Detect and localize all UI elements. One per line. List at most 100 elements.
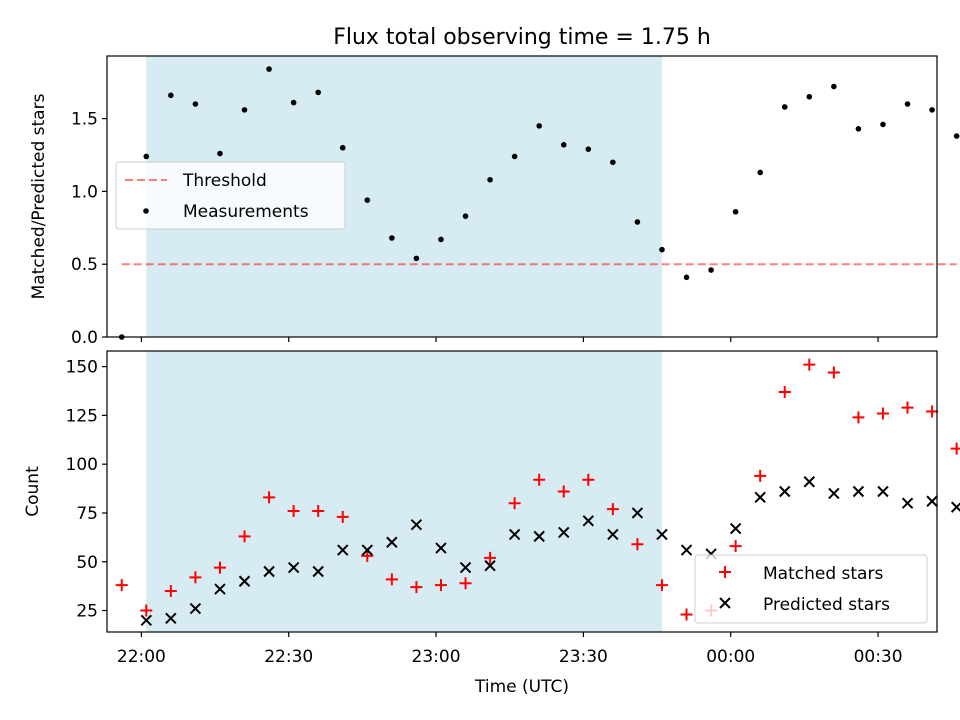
matched-star-point bbox=[778, 385, 791, 398]
predicted-star-point bbox=[165, 612, 177, 625]
x-tick-label: 22:00 bbox=[117, 647, 166, 667]
predicted-star-point bbox=[508, 528, 521, 541]
matched-star-point bbox=[926, 405, 939, 418]
measurement-point bbox=[315, 89, 321, 96]
predicted-star-point bbox=[140, 614, 152, 626]
y-tick-label: 100 bbox=[66, 455, 98, 475]
x-axis-label: Time (UTC) bbox=[474, 677, 569, 697]
x-tick-label: 22:30 bbox=[264, 647, 313, 667]
y-tick-label: 25 bbox=[76, 602, 98, 622]
matched-star-point bbox=[582, 473, 595, 486]
matched-star-point bbox=[852, 411, 865, 424]
predicted-star-point bbox=[533, 530, 545, 543]
matched-star-point bbox=[655, 579, 668, 592]
y-tick-label: 125 bbox=[66, 406, 98, 426]
x-tick-label: 23:30 bbox=[559, 647, 608, 667]
measurement-point bbox=[683, 274, 690, 281]
y-tick-label: 50 bbox=[76, 553, 98, 573]
matched-star-point bbox=[434, 579, 447, 592]
predicted-star-point bbox=[877, 485, 889, 498]
y-tick-label: 0.0 bbox=[71, 328, 98, 348]
measurement-point bbox=[364, 197, 371, 203]
predicted-star-point bbox=[656, 528, 668, 541]
measurement-point bbox=[389, 235, 395, 241]
matched-star-point bbox=[901, 401, 914, 414]
y-tick-label: 1.0 bbox=[71, 182, 98, 202]
bottom-panel: 25 50 75 100 125 150 22:00 22:30 23:00 23:30 00:00… bbox=[23, 350, 960, 667]
measurement-point bbox=[487, 176, 493, 183]
measurement-point bbox=[732, 208, 739, 215]
measurement-point bbox=[855, 125, 862, 132]
matched-star-point bbox=[557, 485, 570, 498]
predicted-star-point bbox=[238, 575, 251, 587]
chart-title: Flux total observing time = 1.75 h bbox=[333, 25, 711, 50]
x-tick-label: 00:00 bbox=[706, 647, 755, 667]
matched-star-point bbox=[361, 549, 374, 562]
predicted-star-point bbox=[361, 544, 374, 556]
bottom-legend-predicted-label: Predicted stars bbox=[763, 595, 890, 615]
predicted-star-point bbox=[926, 495, 938, 507]
measurement-point bbox=[438, 236, 444, 243]
matched-star-point bbox=[606, 503, 619, 516]
predicted-star-point bbox=[729, 522, 742, 535]
measurement-point bbox=[266, 66, 272, 72]
predicted-star-point bbox=[779, 485, 791, 498]
measurement-point bbox=[536, 123, 542, 129]
matched-star-point bbox=[827, 366, 840, 379]
matched-star-point bbox=[459, 577, 472, 590]
matched-star-point bbox=[680, 608, 693, 621]
bottom-legend-box bbox=[694, 554, 928, 624]
predicted-star-point bbox=[214, 583, 226, 595]
y-axis-label: Matched/Predicted stars bbox=[29, 93, 49, 299]
y-axis-label: Count bbox=[23, 466, 43, 517]
x-tick-label: 23:00 bbox=[412, 647, 461, 667]
predicted-star-point bbox=[287, 561, 300, 574]
matched-star-point bbox=[631, 538, 644, 551]
predicted-star-point bbox=[680, 544, 693, 556]
predicted-star-point bbox=[189, 602, 202, 615]
y-tick-label: 1.5 bbox=[71, 110, 98, 130]
matched-star-point bbox=[410, 581, 423, 594]
measurement-point bbox=[339, 144, 346, 151]
measurement-point bbox=[904, 101, 911, 107]
matched-star-point bbox=[189, 571, 202, 584]
predicted-star-point bbox=[459, 561, 472, 574]
measurement-point bbox=[168, 92, 174, 99]
predicted-star-point bbox=[607, 528, 619, 541]
bottom-legend-matched-label: Matched stars bbox=[763, 564, 883, 584]
predicted-star-point bbox=[337, 544, 349, 556]
measurement-point bbox=[659, 246, 665, 253]
measurement-point bbox=[585, 146, 592, 152]
predicted-star-point bbox=[631, 507, 644, 519]
top-legend-measurements-label: Measurements bbox=[183, 202, 309, 222]
matched-star-point bbox=[115, 579, 128, 592]
measurement-point bbox=[953, 133, 960, 139]
predicted-star-point bbox=[435, 542, 447, 554]
predicted-star-point bbox=[410, 518, 423, 531]
predicted-star-point bbox=[582, 515, 595, 527]
matched-star-point bbox=[533, 473, 546, 486]
matched-star-point bbox=[336, 510, 349, 523]
measurement-point bbox=[192, 101, 199, 107]
measurement-point bbox=[241, 107, 248, 113]
matched-star-point bbox=[729, 540, 742, 553]
top-legend-threshold-label: Threshold bbox=[182, 171, 267, 191]
predicted-star-point bbox=[852, 485, 865, 498]
measurement-point bbox=[634, 219, 641, 225]
measurement-point bbox=[143, 153, 150, 160]
measurement-point bbox=[290, 99, 297, 106]
top-legend-measurements-swatch bbox=[143, 208, 149, 214]
matched-star-point bbox=[140, 604, 153, 617]
matched-star-point bbox=[385, 573, 398, 586]
bottom-legend-matched-swatch bbox=[719, 566, 731, 578]
measurement-point bbox=[511, 153, 518, 160]
top-legend: Threshold Measurements bbox=[115, 161, 346, 230]
measurement-point bbox=[217, 150, 223, 157]
top-legend-box bbox=[115, 161, 346, 230]
predicted-star-point bbox=[386, 536, 398, 548]
predicted-star-point bbox=[484, 559, 496, 572]
y-tick-label: 75 bbox=[76, 504, 98, 524]
measurement-point bbox=[560, 142, 567, 148]
predicted-star-point bbox=[558, 526, 570, 539]
